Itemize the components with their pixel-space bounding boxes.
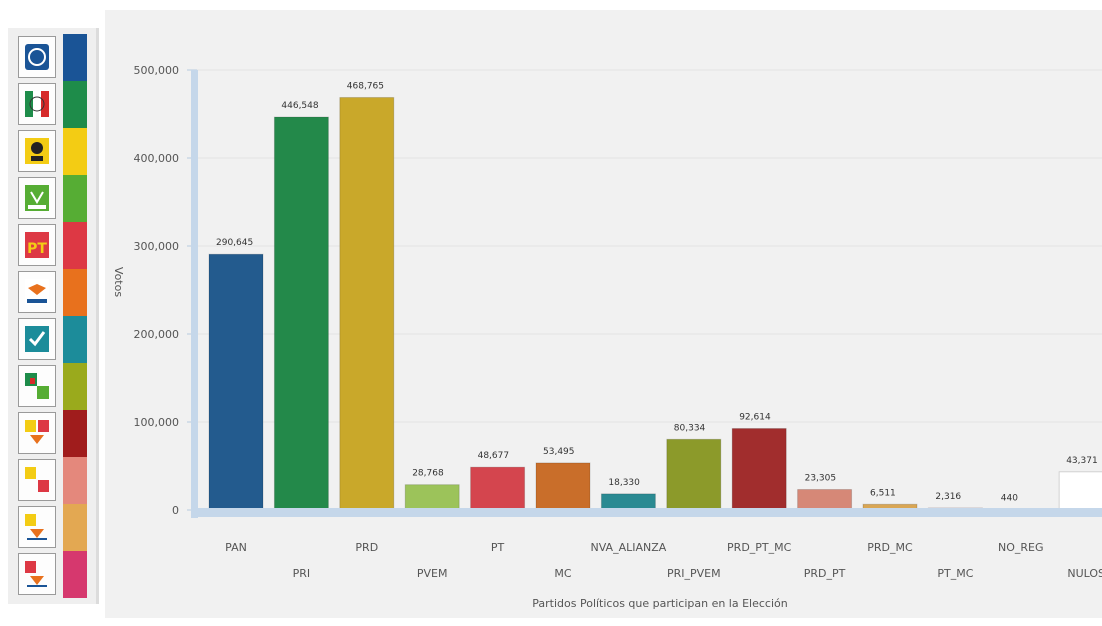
data-label: 446,548 <box>281 101 318 111</box>
y-tick-label: 300,000 <box>134 240 180 253</box>
legend-swatch <box>63 504 87 551</box>
party-legend-panel: PT <box>8 28 99 604</box>
data-label: 290,645 <box>216 238 253 248</box>
legend-swatch <box>63 34 87 81</box>
data-label: 48,677 <box>478 451 510 461</box>
chart-panel: 0 100,000 200,000 300,000 400,000 500,000 290… <box>105 10 1102 618</box>
bar-mc <box>535 462 591 511</box>
bar-prd-pt <box>797 488 853 511</box>
bar-pan <box>208 253 264 511</box>
x-tick-label: NO_REG <box>998 541 1044 554</box>
bar-pvem <box>404 484 460 511</box>
x-tick-label: PT <box>491 541 505 554</box>
bar-prd <box>339 96 395 511</box>
y-tick-label: 400,000 <box>134 152 180 165</box>
prd-mc-logo-icon <box>18 506 56 548</box>
data-label: 6,511 <box>870 488 896 498</box>
data-label: 92,614 <box>739 412 771 422</box>
y-tick-label: 0 <box>172 504 179 517</box>
x-tick-label: PAN <box>225 541 247 554</box>
x-tick-label: PRD <box>355 541 378 554</box>
data-label: 468,765 <box>347 81 384 91</box>
prd-pt-mc-logo-icon <box>18 412 56 454</box>
legend-swatch <box>63 222 87 269</box>
pt-logo-icon: PT <box>18 224 56 266</box>
x-tick-label: NVA_ALIANZA <box>591 541 667 554</box>
legend-swatch <box>63 269 87 316</box>
x-tick-label: PRD_MC <box>867 541 913 554</box>
legend-swatch <box>63 457 87 504</box>
pan-logo-icon <box>18 36 56 78</box>
pt-mc-logo-icon <box>18 553 56 595</box>
legend-swatch <box>63 410 87 457</box>
x-tick-label: PRI <box>293 567 311 580</box>
legend-swatch <box>63 175 87 222</box>
pri-logo-icon <box>18 83 56 125</box>
y-axis-line <box>191 70 198 518</box>
y-tick-label: 100,000 <box>134 416 180 429</box>
bar-nva-alianza <box>600 493 656 511</box>
bar-prd-pt-mc <box>731 427 787 511</box>
bar-pri-pvem <box>666 438 722 511</box>
x-tick-label: PRD_PT_MC <box>727 541 792 554</box>
gridlines <box>193 69 1102 511</box>
prd-pt-logo-icon <box>18 459 56 501</box>
bar-nulos <box>1058 471 1102 511</box>
data-label: 53,495 <box>543 447 575 457</box>
legend-swatch <box>63 316 87 363</box>
pvem-logo-icon <box>18 177 56 219</box>
bar-pt <box>470 466 526 511</box>
y-tick-label: 200,000 <box>134 328 180 341</box>
x-tick-label: NULOS <box>1067 567 1102 580</box>
x-tick-label: PT_MC <box>937 567 973 580</box>
legend-swatch <box>63 363 87 410</box>
x-axis-title: Partidos Políticos que participan en la … <box>532 597 787 610</box>
bars: 290,645 446,548 468,765 28,768 48,677 53,495 1… <box>208 81 1102 511</box>
x-tick-label: PRI_PVEM <box>667 567 721 580</box>
data-label: 43,371 <box>1066 456 1098 466</box>
mc-logo-icon <box>18 271 56 313</box>
legend-swatch <box>63 551 87 598</box>
x-axis-line <box>193 508 1102 517</box>
data-label: 23,305 <box>805 473 837 483</box>
data-label: 2,316 <box>935 492 961 502</box>
data-label: 28,768 <box>412 469 444 479</box>
x-tick-label: MC <box>554 567 571 580</box>
prd-logo-icon <box>18 130 56 172</box>
pri-pvem-logo-icon <box>18 365 56 407</box>
bar-pri <box>273 116 329 511</box>
data-label: 18,330 <box>608 478 640 488</box>
y-tick-label: 500,000 <box>134 64 180 77</box>
y-axis: 0 100,000 200,000 300,000 400,000 500,000 <box>134 64 198 518</box>
data-label: 440 <box>1001 494 1018 504</box>
bar-chart: 0 100,000 200,000 300,000 400,000 500,000 290… <box>112 64 1102 610</box>
legend-swatch <box>63 81 87 128</box>
y-axis-title: Votos <box>112 267 125 297</box>
x-tick-label: PVEM <box>417 567 448 580</box>
data-label: 80,334 <box>674 423 706 433</box>
svg-text:PT: PT <box>27 241 47 257</box>
legend-swatch <box>63 128 87 175</box>
x-tick-label: PRD_PT <box>804 567 846 580</box>
nva-alianza-logo-icon <box>18 318 56 360</box>
